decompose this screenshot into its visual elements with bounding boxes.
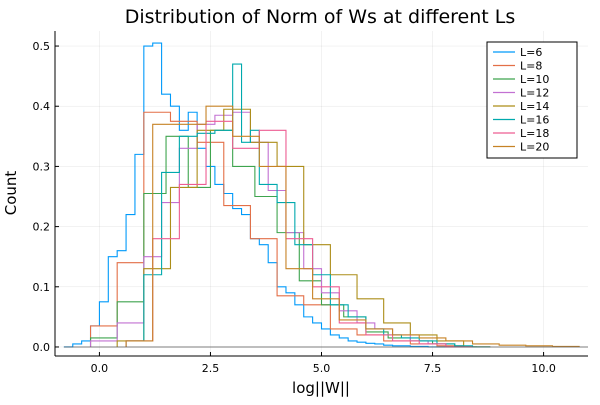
y-tick-label: 0.4: [33, 100, 51, 113]
x-axis-label: log||W||: [292, 379, 350, 397]
legend-box: [486, 41, 578, 159]
legend-label-l-6: L=6: [520, 46, 542, 59]
legend-label-l-14: L=14: [520, 100, 549, 113]
x-tick-label: 7.5: [424, 362, 442, 375]
legend-label-l-12: L=12: [520, 87, 549, 100]
x-tick-label: 0.0: [91, 362, 109, 375]
legend-label-l-10: L=10: [520, 73, 549, 86]
x-tick-label: 10.0: [531, 362, 556, 375]
legend-label-l-8: L=8: [520, 60, 542, 73]
histogram-series-l-16: [125, 63, 491, 348]
axis-layer: 0.0 2.5 5.0 7.5 10.0 0.0 0.1 0.2 0.3 0.4 0.5: [33, 31, 588, 375]
x-tick-label: 2.5: [202, 362, 220, 375]
histogram-series-l-8: [89, 111, 491, 348]
legend: L=6L=8L=10L=12L=14L=16L=18L=20: [486, 41, 578, 159]
y-tick-label: 0.3: [33, 160, 51, 173]
y-tick-label: 0.5: [33, 40, 51, 53]
x-tick-label: 5.0: [313, 362, 331, 375]
legend-label-l-16: L=16: [520, 114, 549, 127]
y-tick-label: 0.2: [33, 221, 51, 234]
y-tick-label: 0.0: [33, 341, 51, 354]
y-axis-label: Count: [2, 171, 20, 216]
legend-label-l-18: L=18: [520, 127, 549, 140]
series-layer: [63, 42, 588, 348]
y-tick-label: 0.1: [33, 281, 51, 294]
histogram-series-l-20: [125, 105, 580, 347]
chart-title: Distribution of Norm of Ws at different …: [125, 6, 516, 28]
legend-label-l-20: L=20: [520, 141, 549, 154]
